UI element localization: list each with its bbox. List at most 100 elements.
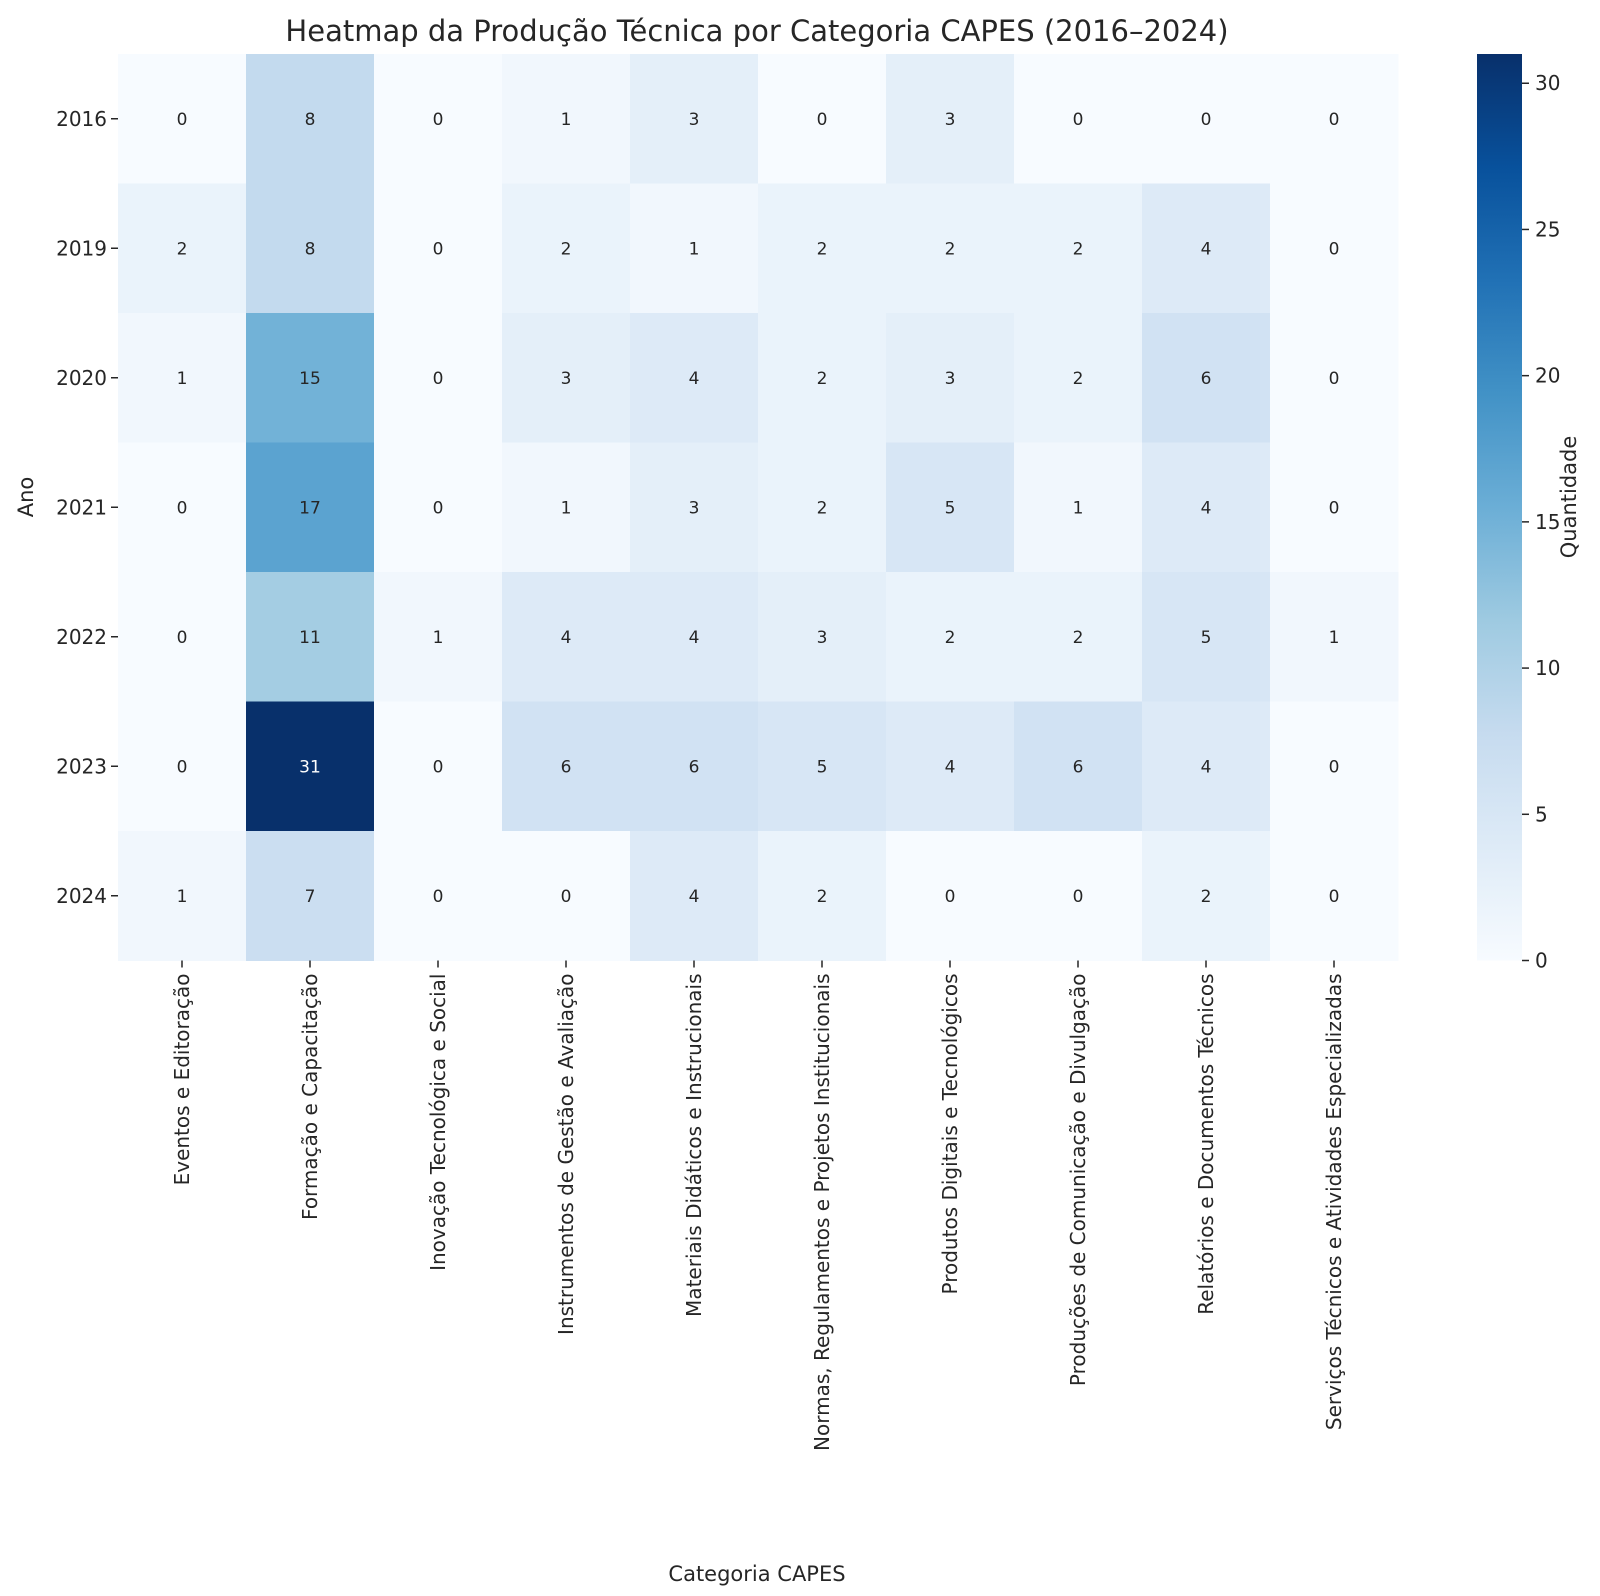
cell-value-label: 3 xyxy=(561,369,572,389)
cell-value-label: 2 xyxy=(1073,369,1084,389)
cell-value-label: 2 xyxy=(177,239,188,259)
cell-value-label: 0 xyxy=(433,110,444,130)
heatmap-cell xyxy=(1014,701,1143,832)
cell-value-label: 5 xyxy=(1201,628,1212,648)
heatmap-cell xyxy=(758,313,887,443)
cell-value-label: 2 xyxy=(1073,628,1084,648)
cell-value-label: 2 xyxy=(817,369,828,389)
x-tick-label: Inovação Tecnológica e Social xyxy=(426,974,450,1271)
cell-value-label: 1 xyxy=(561,110,572,130)
y-axis-label: Ano xyxy=(14,477,38,518)
heatmap-cell xyxy=(1014,313,1143,443)
cell-value-label: 0 xyxy=(561,887,572,907)
colorbar-tick-label: 20 xyxy=(1535,364,1560,388)
cell-value-label: 0 xyxy=(1073,110,1084,130)
heatmap-cell xyxy=(1270,183,1399,314)
y-axis-ticks: 2016 2019 2020 2021 2022 2023 2024 xyxy=(56,107,118,908)
colorbar-gradient xyxy=(1477,54,1522,961)
heatmap-cell xyxy=(1014,183,1143,314)
colorbar-tick-label: 25 xyxy=(1535,217,1560,241)
cell-value-label: 2 xyxy=(945,239,956,259)
colorbar-tick-label: 30 xyxy=(1535,71,1560,95)
heatmap-cell xyxy=(118,572,247,702)
cell-value-label: 1 xyxy=(561,498,572,518)
heatmap-cell xyxy=(630,572,759,702)
cell-value-label: 0 xyxy=(433,369,444,389)
heatmap-cell xyxy=(1142,701,1271,832)
cell-value-label: 3 xyxy=(945,110,956,130)
heatmap-cell xyxy=(1270,831,1399,961)
cell-value-label: 11 xyxy=(299,628,321,648)
cell-value-label: 0 xyxy=(177,628,188,648)
cell-value-label: 0 xyxy=(945,887,956,907)
heatmap-cell xyxy=(1014,54,1143,184)
heatmap-cell xyxy=(630,313,759,443)
cell-value-label: 7 xyxy=(305,887,316,907)
heatmap-cell xyxy=(374,572,503,702)
cell-value-label: 0 xyxy=(1073,887,1084,907)
cell-value-label: 3 xyxy=(945,369,956,389)
heatmap-cell xyxy=(886,442,1015,573)
heatmap-cell xyxy=(1142,831,1271,961)
heatmap-cell xyxy=(374,54,503,184)
heatmap-cell xyxy=(374,313,503,443)
heatmap-cell xyxy=(502,831,631,961)
heatmap-cell xyxy=(1142,54,1271,184)
heatmap-cell xyxy=(118,442,247,573)
cell-value-label: 4 xyxy=(1201,239,1212,259)
x-axis-ticks: Eventos e Editoração Formação e Capacitaç… xyxy=(170,960,1346,1451)
heatmap-cell xyxy=(118,54,247,184)
heatmap-cell xyxy=(758,442,887,573)
cell-value-label: 1 xyxy=(1073,498,1084,518)
cell-value-label: 17 xyxy=(299,498,321,518)
heatmap-cell xyxy=(502,183,631,314)
heatmap-cell xyxy=(630,701,759,832)
cell-value-label: 0 xyxy=(177,757,188,777)
heatmap-cell xyxy=(1142,572,1271,702)
cell-value-label: 4 xyxy=(689,887,700,907)
heatmap-cell xyxy=(118,701,247,832)
x-tick-label: Normas, Regulamentos e Projetos Instituc… xyxy=(810,974,834,1451)
heatmap-cell xyxy=(630,183,759,314)
heatmap-cell xyxy=(246,183,375,314)
heatmap-cell xyxy=(1270,442,1399,573)
cell-value-label: 0 xyxy=(1329,369,1340,389)
cell-value-label: 1 xyxy=(1329,628,1340,648)
x-tick-label: Produtos Digitais e Tecnológicos xyxy=(938,974,962,1295)
heatmap-cell xyxy=(758,54,887,184)
cell-value-label: 1 xyxy=(433,628,444,648)
x-tick-label: Serviços Técnicos e Atividades Especiali… xyxy=(1322,974,1346,1431)
heatmap-cell xyxy=(630,54,759,184)
chart-title: Heatmap da Produção Técnica por Categori… xyxy=(285,14,1228,48)
cell-value-label: 4 xyxy=(561,628,572,648)
y-tick-label: 2024 xyxy=(56,884,107,908)
y-tick-label: 2020 xyxy=(56,366,107,390)
cell-value-label: 0 xyxy=(177,498,188,518)
cell-value-label: 2 xyxy=(817,498,828,518)
heatmap-cells: 0 8 0 1 3 0 3 0 0 02 8 0 2 1 2 2 2 4 01 15 0 3 4 2 3 2 6 00 17 0 1 3 2 5 1… xyxy=(118,54,1399,961)
heatmap-cell xyxy=(502,572,631,702)
heatmap-cell xyxy=(630,831,759,961)
heatmap-cell xyxy=(374,442,503,573)
cell-value-label: 4 xyxy=(689,369,700,389)
cell-value-label: 6 xyxy=(1201,369,1212,389)
cell-value-label: 4 xyxy=(945,757,956,777)
cell-value-label: 5 xyxy=(817,757,828,777)
heatmap-cell xyxy=(502,313,631,443)
heatmap-cell xyxy=(1142,183,1271,314)
y-tick-label: 2022 xyxy=(56,625,107,649)
cell-value-label: 6 xyxy=(561,757,572,777)
y-tick-label: 2016 xyxy=(56,107,107,131)
heatmap-cell xyxy=(1142,313,1271,443)
x-tick-label: Produções de Comunicação e Divulgação xyxy=(1066,974,1090,1387)
x-tick-label: Formação e Capacitação xyxy=(298,974,322,1220)
colorbar-tick-label: 5 xyxy=(1535,802,1548,826)
heatmap-cell xyxy=(886,183,1015,314)
cell-value-label: 0 xyxy=(1329,110,1340,130)
cell-value-label: 2 xyxy=(1073,239,1084,259)
y-tick-label: 2021 xyxy=(56,495,107,519)
heatmap-cell xyxy=(374,701,503,832)
heatmap-cell xyxy=(246,701,375,832)
cell-value-label: 8 xyxy=(305,110,316,130)
